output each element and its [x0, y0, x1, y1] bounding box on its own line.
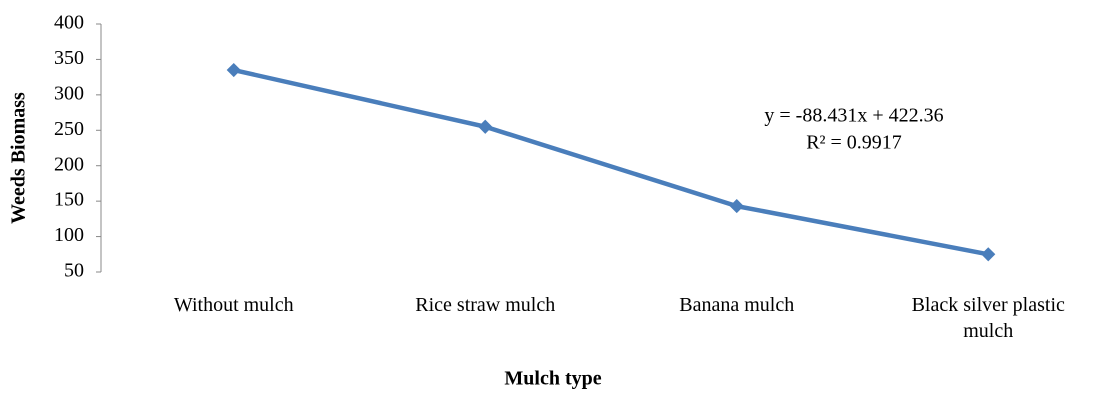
- x-tick-label: Banana mulch: [679, 294, 795, 316]
- x-axis-title: Mulch type: [504, 368, 601, 390]
- y-tick-label: 350: [54, 47, 84, 69]
- y-tick-label: 150: [54, 189, 84, 211]
- line: [233, 67, 989, 257]
- y-tick-label: 250: [54, 118, 84, 140]
- r-squared: R² = 0.9917: [806, 132, 902, 154]
- x-tick-label: Rice straw mulch: [415, 294, 556, 316]
- y-tick-label: 50: [64, 260, 84, 282]
- y-tick-label: 200: [54, 153, 84, 175]
- y-axis-title: Weeds Biomass: [8, 92, 30, 224]
- x-tick-label: Without mulch: [173, 294, 294, 316]
- marker: [729, 199, 744, 214]
- y-tick-label: 400: [54, 12, 84, 34]
- marker: [478, 119, 493, 134]
- trend-equation: y = -88.431x + 422.36: [764, 105, 943, 127]
- y-tick-label: 300: [54, 82, 84, 104]
- marker: [226, 62, 241, 78]
- marker: [981, 247, 996, 262]
- x-tick-label: Black silver plastic mulch: [911, 294, 1065, 342]
- y-tick-label: 100: [54, 224, 84, 246]
